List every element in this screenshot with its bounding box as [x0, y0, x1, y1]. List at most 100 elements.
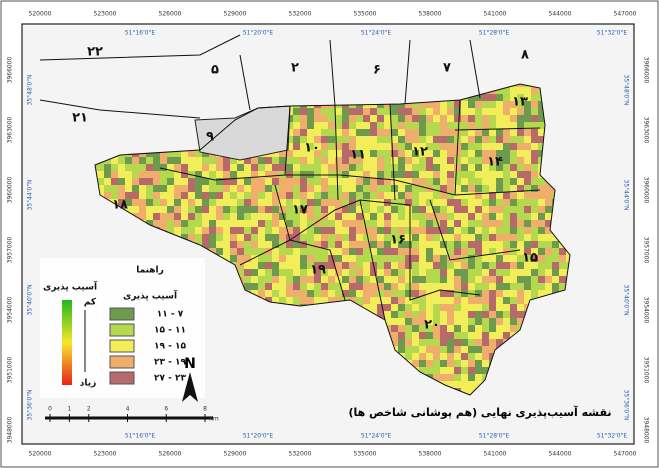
- map-cell: [475, 269, 482, 276]
- map-cell: [552, 276, 559, 283]
- map-cell: [300, 276, 307, 283]
- easting-label: 538000: [419, 451, 442, 458]
- map-cell: [538, 290, 545, 297]
- map-cell: [237, 241, 244, 248]
- map-cell: [454, 276, 461, 283]
- map-cell: [559, 283, 566, 290]
- map-cell: [384, 283, 391, 290]
- map-cell: [251, 248, 258, 255]
- map-cell: [335, 136, 342, 143]
- map-cell: [447, 206, 454, 213]
- map-cell: [202, 185, 209, 192]
- map-cell: [412, 304, 419, 311]
- map-cell: [468, 304, 475, 311]
- map-cell: [447, 227, 454, 234]
- map-cell: [265, 185, 272, 192]
- map-cell: [216, 234, 223, 241]
- map-cell: [503, 297, 510, 304]
- map-cell: [349, 164, 356, 171]
- map-cell: [489, 227, 496, 234]
- map-cell: [251, 206, 258, 213]
- longitude-label: 51°28'0"E: [479, 433, 509, 440]
- map-cell: [524, 157, 531, 164]
- map-cell: [314, 206, 321, 213]
- map-cell: [412, 129, 419, 136]
- map-cell: [384, 115, 391, 122]
- map-cell: [293, 150, 300, 157]
- map-cell: [419, 248, 426, 255]
- map-cell: [118, 157, 125, 164]
- map-cell: [391, 220, 398, 227]
- map-cell: [153, 157, 160, 164]
- map-cell: [244, 178, 251, 185]
- map-cell: [489, 262, 496, 269]
- map-cell: [510, 108, 517, 115]
- map-cell: [496, 262, 503, 269]
- map-cell: [496, 234, 503, 241]
- map-cell: [531, 262, 538, 269]
- map-cell: [524, 129, 531, 136]
- map-cell: [398, 199, 405, 206]
- map-cell: [223, 185, 230, 192]
- map-cell: [377, 269, 384, 276]
- map-cell: [384, 122, 391, 129]
- map-cell: [531, 206, 538, 213]
- map-cell: [384, 269, 391, 276]
- map-cell: [223, 241, 230, 248]
- map-cell: [314, 255, 321, 262]
- map-cell: [230, 213, 237, 220]
- map-cell: [454, 353, 461, 360]
- map-cell: [363, 164, 370, 171]
- map-cell: [384, 150, 391, 157]
- map-cell: [342, 255, 349, 262]
- map-cell: [419, 150, 426, 157]
- map-cell: [517, 171, 524, 178]
- map-cell: [328, 164, 335, 171]
- map-cell: [524, 136, 531, 143]
- map-cell: [314, 269, 321, 276]
- map-cell: [279, 234, 286, 241]
- map-cell: [356, 143, 363, 150]
- map-cell: [405, 255, 412, 262]
- map-cell: [153, 178, 160, 185]
- map-cell: [475, 94, 482, 101]
- map-cell: [398, 255, 405, 262]
- map-cell: [300, 143, 307, 150]
- map-cell: [377, 150, 384, 157]
- map-cell: [447, 122, 454, 129]
- map-cell: [293, 164, 300, 171]
- map-cell: [118, 178, 125, 185]
- map-cell: [524, 283, 531, 290]
- map-cell: [475, 213, 482, 220]
- map-cell: [398, 241, 405, 248]
- map-cell: [377, 164, 384, 171]
- map-cell: [349, 227, 356, 234]
- map-cell: [335, 290, 342, 297]
- map-cell: [279, 199, 286, 206]
- map-cell: [440, 234, 447, 241]
- map-cell: [433, 115, 440, 122]
- map-cell: [104, 171, 111, 178]
- map-cell: [426, 269, 433, 276]
- map-cell: [314, 178, 321, 185]
- map-cell: [412, 353, 419, 360]
- map-cell: [111, 164, 118, 171]
- map-cell: [524, 87, 531, 94]
- map-cell: [475, 234, 482, 241]
- map-cell: [496, 94, 503, 101]
- map-cell: [314, 241, 321, 248]
- map-cell: [496, 178, 503, 185]
- map-cell: [139, 206, 146, 213]
- map-cell: [349, 206, 356, 213]
- map-cell: [188, 164, 195, 171]
- map-cell: [328, 255, 335, 262]
- map-cell: [363, 192, 370, 199]
- map-cell: [160, 171, 167, 178]
- map-cell: [405, 262, 412, 269]
- map-cell: [510, 136, 517, 143]
- map-cell: [440, 185, 447, 192]
- longitude-label: 51°16'0"E: [125, 433, 155, 440]
- map-cell: [370, 115, 377, 122]
- map-cell: [398, 339, 405, 346]
- map-cell: [412, 332, 419, 339]
